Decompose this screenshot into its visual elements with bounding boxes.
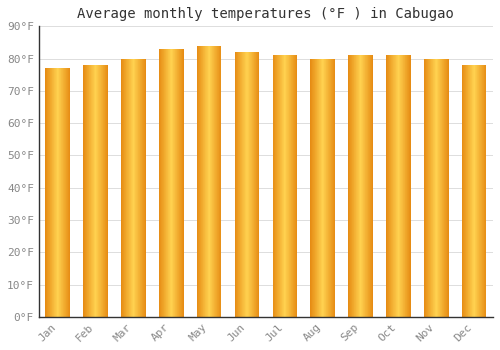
Title: Average monthly temperatures (°F ) in Cabugao: Average monthly temperatures (°F ) in Ca… <box>78 7 454 21</box>
